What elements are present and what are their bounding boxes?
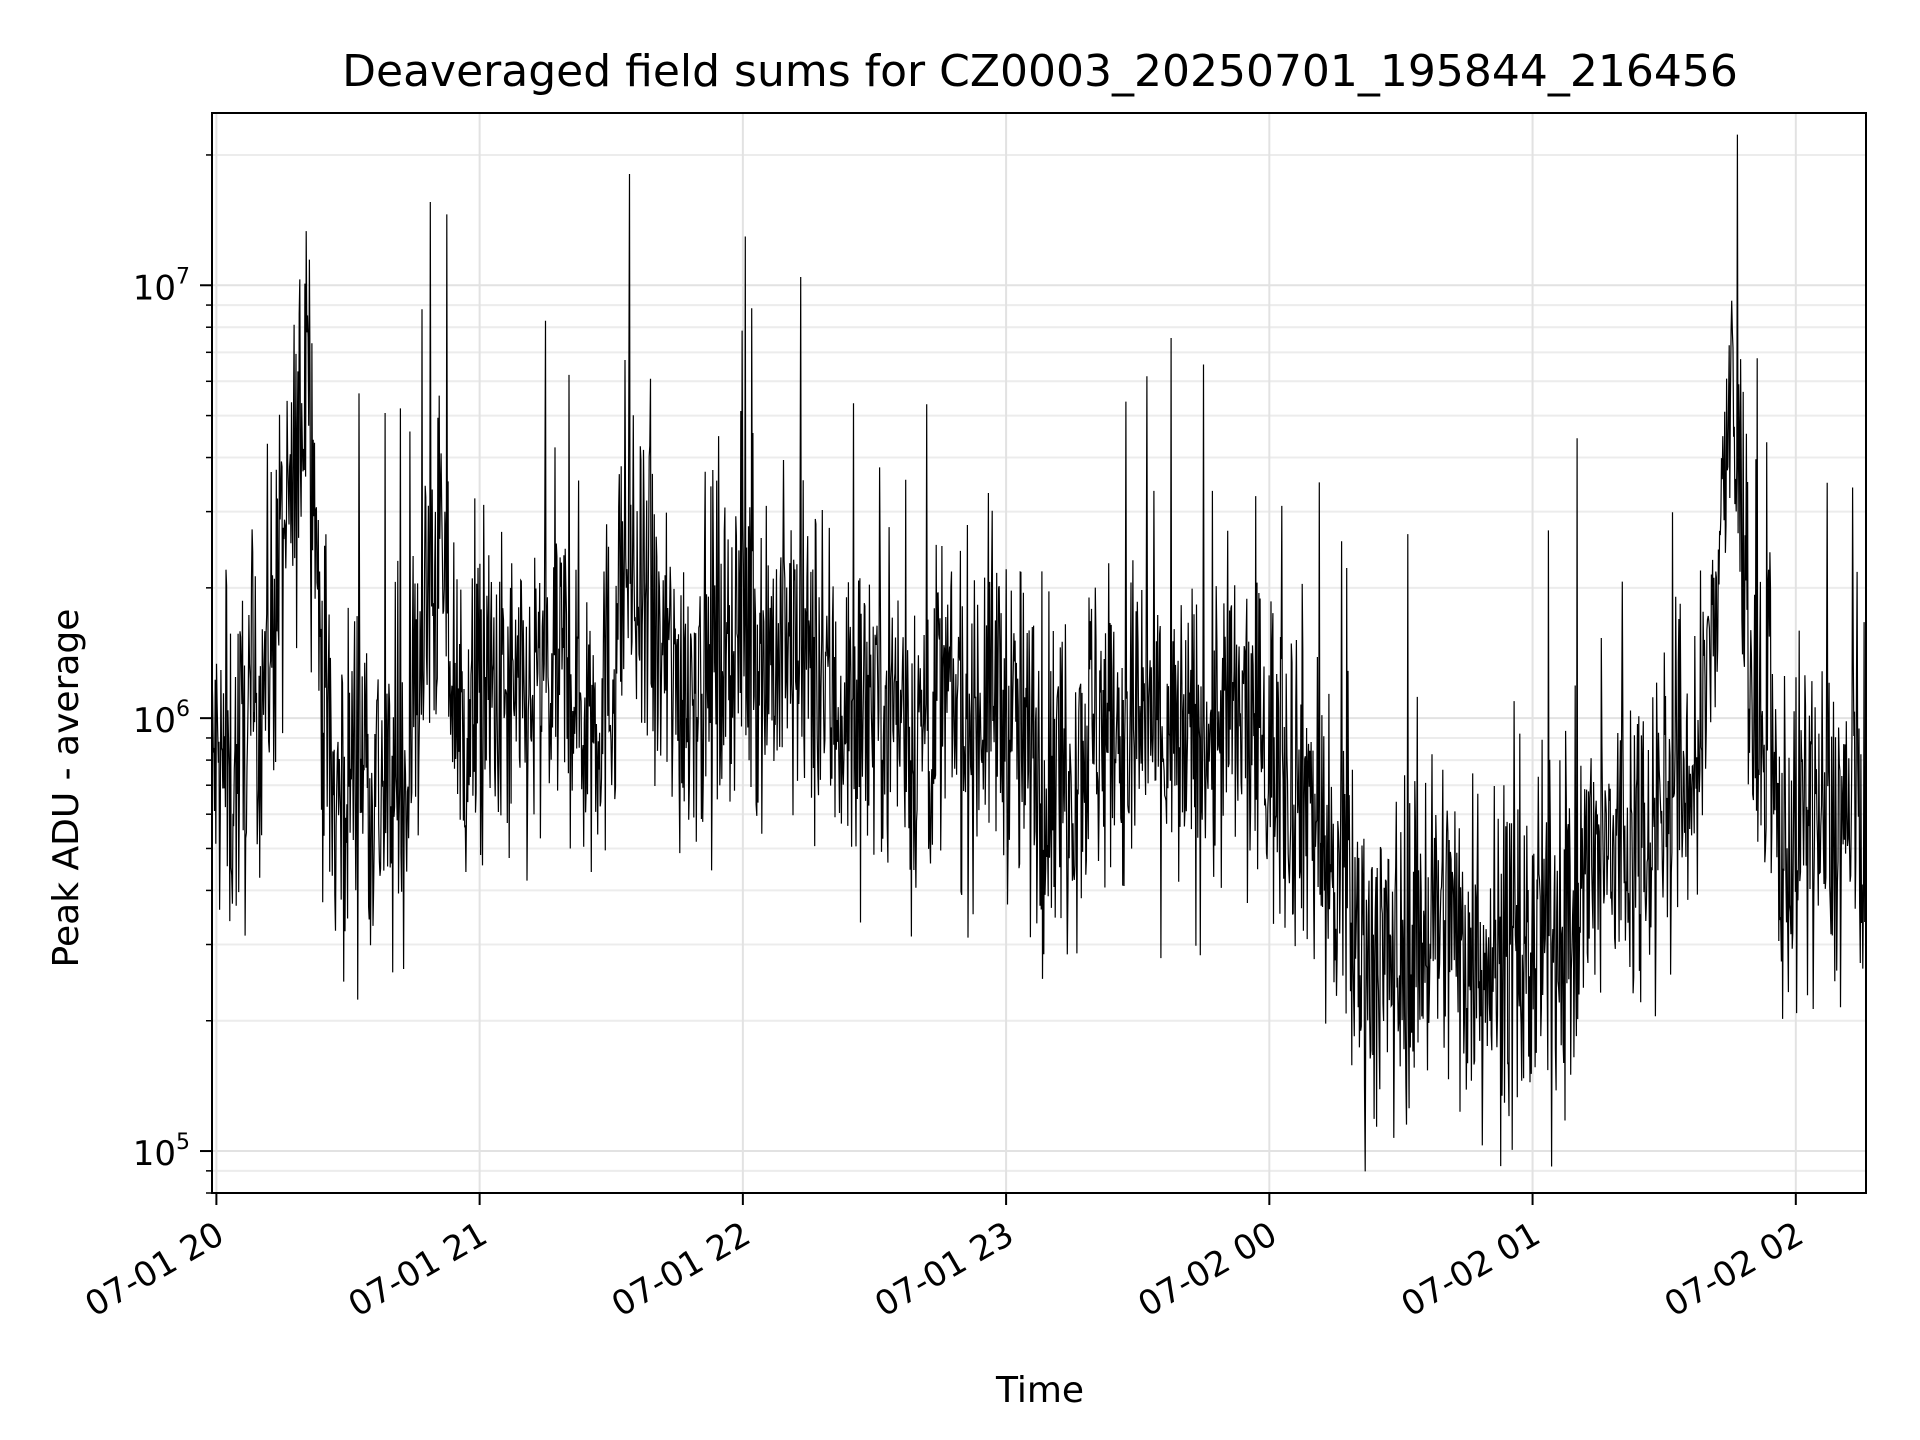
grid-lines bbox=[212, 113, 1866, 1194]
x-tick-label: 07-02 00 bbox=[1131, 1214, 1283, 1325]
x-tick-label: 07-02 02 bbox=[1658, 1214, 1810, 1325]
plot-frame bbox=[211, 112, 1867, 1194]
y-tick-label: 107 bbox=[133, 264, 190, 308]
x-tick-label: 07-01 23 bbox=[868, 1214, 1020, 1325]
series-layer bbox=[211, 134, 1867, 1172]
y-tick-label: 106 bbox=[133, 697, 190, 741]
x-tick-label: 07-01 20 bbox=[78, 1214, 230, 1325]
y-tick-label: 105 bbox=[133, 1130, 190, 1174]
x-tick-label: 07-01 21 bbox=[342, 1214, 494, 1325]
x-tick-label: 07-01 22 bbox=[605, 1214, 757, 1325]
x-axis-label: Time bbox=[995, 1370, 1084, 1411]
x-tick-label: 07-02 01 bbox=[1395, 1214, 1547, 1325]
y-axis-label: Peak ADU - average bbox=[46, 609, 87, 968]
chart-title: Deaveraged field sums for CZ0003_2025070… bbox=[342, 46, 1738, 97]
series-line bbox=[211, 134, 1867, 1172]
